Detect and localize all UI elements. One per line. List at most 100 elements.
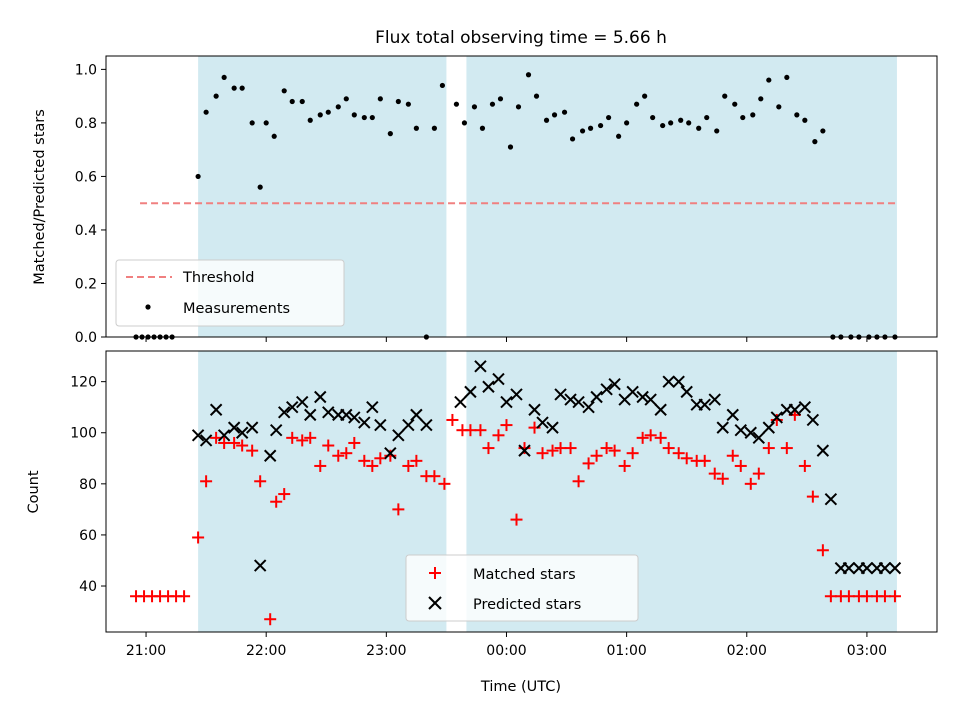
predicted-stars-point <box>235 426 249 439</box>
measurement-point <box>561 109 568 115</box>
measurement-point <box>335 104 341 110</box>
measurement-point <box>634 101 640 107</box>
top-y-axis-label: Matched/Predicted stars <box>32 109 48 285</box>
measurement-point <box>317 112 323 118</box>
matched-stars-point <box>644 429 657 442</box>
x-tick-label: 22:00 <box>246 643 286 659</box>
measurement-point <box>439 82 446 89</box>
measurement-point <box>203 109 209 115</box>
measurement-point <box>387 131 393 137</box>
predicted-stars-point <box>726 408 739 422</box>
x-tick-label: 02:00 <box>727 643 767 659</box>
matched-stars-point <box>860 590 873 603</box>
matched-stars-point <box>672 447 685 460</box>
matched-stars-point <box>582 457 595 470</box>
matched-stars-point <box>680 452 693 465</box>
predicted-stars-point <box>253 559 267 572</box>
measurement-point <box>351 112 357 118</box>
predicted-stars-point <box>402 418 415 432</box>
measurement-point <box>533 93 540 99</box>
predicted-stars-point <box>788 403 802 416</box>
predicted-stars-point <box>296 395 309 409</box>
predicted-stars-point <box>340 408 353 422</box>
predicted-legend-marker <box>428 596 442 610</box>
matched-stars-point <box>572 475 585 488</box>
matched-stars-point <box>192 531 205 544</box>
measurement-point <box>642 93 648 99</box>
measurement-point <box>802 117 808 123</box>
predicted-stars-point <box>217 429 231 442</box>
predicted-stars-point <box>199 434 213 447</box>
measurement-point <box>784 74 790 81</box>
matched-stars-point <box>322 439 335 452</box>
matched-stars-point <box>410 454 423 467</box>
matched-stars-point <box>780 442 793 455</box>
top-y-tick-label: 0.4 <box>75 223 97 239</box>
matched-legend-marker <box>429 567 441 579</box>
top-panel-frame <box>105 55 938 338</box>
matched-stars-point <box>358 454 371 467</box>
top-shaded-interval <box>466 56 897 337</box>
predicted-stars-point <box>322 406 335 419</box>
measurement-point <box>515 104 522 110</box>
measurement-point <box>794 112 800 118</box>
matched-stars-point <box>246 444 259 457</box>
measurement-point <box>289 98 295 105</box>
measurement-point <box>221 74 227 81</box>
x-tick-label: 01:00 <box>606 643 646 659</box>
measurement-point <box>812 139 818 145</box>
x-axis-label: Time (UTC) <box>480 679 561 695</box>
predicted-stars-point <box>314 390 327 404</box>
measurement-point <box>479 125 486 131</box>
measurement-point <box>597 122 604 129</box>
measurement-point <box>660 122 666 129</box>
bottom-y-tick-label: 100 <box>70 426 97 442</box>
matched-stars-point <box>636 431 649 444</box>
predicted-stars-point <box>546 421 559 434</box>
matched-stars-point <box>878 590 891 603</box>
matched-stars-point <box>708 467 721 480</box>
predicted-stars-point <box>286 400 299 414</box>
measurement-point <box>525 72 532 78</box>
matched-stars-point <box>842 590 855 603</box>
measurement-point <box>271 133 277 139</box>
x-tick-label: 03:00 <box>847 643 887 659</box>
measurement-point <box>343 96 349 102</box>
predicted-stars-point <box>528 403 541 416</box>
measurement-point <box>453 101 460 107</box>
predicted-stars-point <box>590 390 603 404</box>
measurement-point <box>231 85 237 91</box>
measurement-point <box>686 120 692 126</box>
matched-stars-point <box>218 436 231 449</box>
top-panel: 0.0 0.2 0.4 0.6 0.8 1.0 Matched/Predicted sta… <box>32 55 938 346</box>
matched-stars-point <box>600 442 613 455</box>
predicted-stars-point <box>482 380 495 393</box>
predicted-stars-point <box>716 421 729 434</box>
predicted-stars-point <box>824 492 838 506</box>
predicted-stars-point <box>698 398 711 411</box>
matched-stars-point <box>564 442 577 455</box>
predicted-stars-point <box>554 388 567 401</box>
measurement-point <box>579 128 586 134</box>
predicted-stars-point <box>464 385 477 399</box>
matched-stars-point <box>374 452 387 465</box>
top-y-tick-label: 0.8 <box>75 116 97 132</box>
matched-stars-point <box>236 439 249 452</box>
bottom-panel-x-ticks: 21:00 22:00 23:00 00:00 01:00 02:00 03:00 <box>126 632 887 659</box>
top-legend: Threshold Measurements <box>115 259 345 327</box>
bottom-legend: Matched stars Predicted stars <box>405 554 639 622</box>
measurement-point <box>740 114 746 121</box>
matched-stars-point <box>536 447 549 460</box>
predicted-stars-point <box>770 411 784 424</box>
bottom-panel-marks <box>130 360 902 626</box>
predicted-legend-label: Predicted stars <box>473 597 581 613</box>
matched-stars-point <box>464 424 477 437</box>
measurement-point <box>299 98 305 105</box>
matched-stars-point <box>304 431 317 444</box>
measurement-point <box>776 104 782 110</box>
predicted-stars-point <box>454 395 467 409</box>
measurement-point <box>489 101 496 107</box>
bottom-y-tick-label: 60 <box>79 528 97 544</box>
predicted-stars-point <box>227 421 241 434</box>
matched-stars-point <box>618 459 631 472</box>
